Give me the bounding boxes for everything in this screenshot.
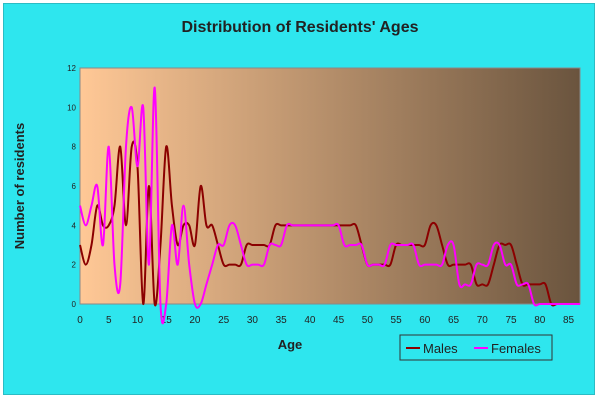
x-axis-ticks: 0 5 10 15 20 25 30 35 40 45 50 55 60 65 70 75 80 85 — [77, 315, 574, 326]
x-tick-label: 55 — [391, 315, 403, 326]
legend-label-males: Males — [423, 341, 458, 356]
x-tick-label: 25 — [218, 315, 230, 326]
x-tick-label: 85 — [563, 315, 575, 326]
x-tick-label: 40 — [304, 315, 316, 326]
x-tick-label: 20 — [189, 315, 201, 326]
x-tick-label: 10 — [132, 315, 144, 326]
legend: Males Females — [399, 334, 553, 361]
x-tick-label: 60 — [419, 315, 431, 326]
x-tick-label: 75 — [505, 315, 517, 326]
x-tick-label: 15 — [161, 315, 173, 326]
x-tick-label: 0 — [77, 315, 83, 326]
x-tick-label: 70 — [477, 315, 489, 326]
x-tick-label: 5 — [106, 315, 112, 326]
y-tick-label: 0 — [72, 300, 77, 309]
y-tick-label: 10 — [67, 103, 76, 112]
y-axis-ticks: 0 2 4 6 8 10 12 — [67, 64, 76, 309]
x-tick-label: 80 — [534, 315, 546, 326]
x-tick-label: 45 — [333, 315, 345, 326]
x-tick-label: 50 — [362, 315, 374, 326]
chart-title: Distribution of Residents' Ages — [181, 19, 418, 36]
y-tick-label: 6 — [72, 182, 77, 191]
series-lines — [79, 86, 580, 325]
y-axis-label: Number of residents — [12, 123, 27, 249]
x-tick-label: 35 — [276, 315, 288, 326]
y-tick-label: 4 — [72, 221, 77, 230]
x-axis-label: Age — [278, 337, 303, 352]
y-tick-label: 8 — [72, 143, 77, 152]
series-line-females — [79, 86, 580, 325]
x-tick-label: 65 — [448, 315, 460, 326]
y-tick-label: 12 — [67, 64, 76, 73]
legend-label-females: Females — [491, 341, 541, 356]
y-tick-label: 2 — [72, 261, 77, 270]
x-tick-label: 30 — [247, 315, 259, 326]
